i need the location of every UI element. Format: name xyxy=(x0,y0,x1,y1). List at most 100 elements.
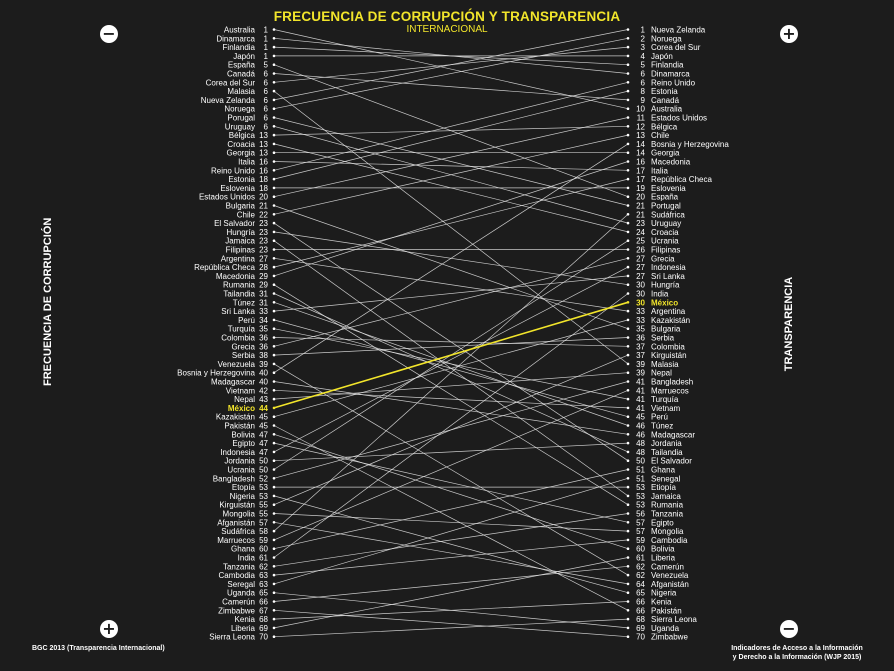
left-point xyxy=(272,468,276,471)
right-rank-label: 53 xyxy=(636,492,645,501)
connector-line-bolivia xyxy=(273,433,629,550)
left-point xyxy=(272,380,276,383)
left-country-label: Uganda xyxy=(227,589,256,598)
left-country-label: Australia xyxy=(224,26,256,35)
right-point xyxy=(626,160,630,163)
right-point xyxy=(626,186,630,190)
connector-line-zimbabwe xyxy=(273,609,629,638)
right-point xyxy=(626,617,630,621)
left-rank-label: 18 xyxy=(259,184,268,193)
left-point xyxy=(272,309,276,313)
right-rank-label: 25 xyxy=(636,237,645,246)
right-country-label: Senegal xyxy=(651,474,681,483)
left-rank-label: 68 xyxy=(259,615,268,624)
connector-line-chile xyxy=(273,134,629,215)
right-country-label: Indonesia xyxy=(651,263,686,272)
left-country-label: Turquía xyxy=(228,325,256,334)
connector-line-turquia xyxy=(273,328,629,400)
right-rank-label: 27 xyxy=(636,254,645,263)
chart-title: FRECUENCIA DE CORRUPCIÓN Y TRANSPARENCIA xyxy=(273,9,621,24)
left-country-label: Bolivia xyxy=(231,430,255,439)
left-country-label: Italia xyxy=(238,158,255,167)
right-rank-label: 8 xyxy=(641,87,646,96)
right-point xyxy=(626,565,630,568)
left-rank-label: 47 xyxy=(259,430,268,439)
plus-circle-icon: + xyxy=(780,25,798,43)
right-rank-label: 65 xyxy=(636,589,645,598)
right-country-label: Argentina xyxy=(651,307,686,316)
left-country-label: Chile xyxy=(237,210,256,219)
connector-lines xyxy=(273,29,629,638)
left-rank-label: 29 xyxy=(259,281,268,290)
connector-line-rumania xyxy=(273,284,629,505)
right-point xyxy=(626,63,630,66)
connector-line-marruecos xyxy=(273,389,629,541)
left-rank-label: 40 xyxy=(259,369,268,378)
right-country-label: Georgia xyxy=(651,149,680,158)
connector-line-egipto xyxy=(273,442,629,523)
left-rank-label: 53 xyxy=(259,483,268,492)
left-country-label: Indonesia xyxy=(220,448,255,457)
right-rank-label: 12 xyxy=(636,122,645,131)
left-country-label: Vietnam xyxy=(226,386,256,395)
right-rank-label: 48 xyxy=(636,448,645,457)
right-country-label: El Salvador xyxy=(651,457,692,466)
left-point xyxy=(272,221,276,225)
left-country-label: Zimbabwe xyxy=(218,606,255,615)
right-rank-label: 37 xyxy=(636,351,645,360)
right-axis-title: TRANSPARENCIA xyxy=(783,276,795,372)
right-point xyxy=(626,292,630,295)
right-point xyxy=(626,345,630,348)
right-rank-label: 17 xyxy=(636,175,645,184)
connector-line-seregal xyxy=(273,477,629,585)
left-point xyxy=(272,81,276,84)
right-country-label: Dinamarca xyxy=(651,70,690,79)
right-point xyxy=(626,257,630,260)
left-country-label: Hungría xyxy=(227,228,256,237)
left-country-label: Cambodia xyxy=(219,571,256,580)
right-point xyxy=(626,195,630,198)
right-country-label: Eslovenia xyxy=(651,184,686,193)
right-country-label: Nueva Zelanda xyxy=(651,26,706,35)
right-point xyxy=(626,635,630,638)
left-rank-label: 6 xyxy=(264,87,269,96)
connector-line-nueva-zelanda xyxy=(273,29,629,101)
right-point xyxy=(626,248,630,251)
left-point xyxy=(272,204,276,207)
left-country-label: Georgia xyxy=(227,149,256,158)
left-country-label: Finlandia xyxy=(223,43,256,52)
right-rank-label: 14 xyxy=(636,149,645,158)
right-country-label: Australia xyxy=(651,105,683,114)
left-rank-label: 1 xyxy=(264,43,269,52)
right-rank-label: 33 xyxy=(636,307,645,316)
right-point xyxy=(626,415,630,419)
left-rank-label: 52 xyxy=(259,474,268,483)
right-country-label: Marruecos xyxy=(651,386,689,395)
right-point xyxy=(626,327,630,331)
left-country-label: Filipinas xyxy=(226,246,255,255)
left-point xyxy=(272,635,276,638)
right-rank-label: 10 xyxy=(636,105,645,114)
right-rank-label: 69 xyxy=(636,624,645,633)
left-rank-label: 43 xyxy=(259,395,268,404)
right-rank-label: 60 xyxy=(636,545,645,554)
right-point xyxy=(626,230,630,234)
right-rank-label: 6 xyxy=(641,70,646,79)
right-point xyxy=(626,204,630,207)
connector-line-estados-unidos xyxy=(273,117,629,198)
left-point xyxy=(272,521,276,524)
connector-line-madagascar xyxy=(273,381,629,435)
left-country-label: Sierra Leona xyxy=(209,633,255,642)
left-country-label: Sudáfrica xyxy=(221,527,255,536)
right-country-label: Croacia xyxy=(651,228,679,237)
right-country-label: Japón xyxy=(651,52,673,61)
right-country-label: Liberia xyxy=(651,554,676,563)
left-point xyxy=(272,301,276,304)
right-rank-label: 27 xyxy=(636,272,645,281)
right-country-label: Colombia xyxy=(651,342,685,351)
right-rank-label: 21 xyxy=(636,202,645,211)
left-point xyxy=(272,494,276,498)
right-rank-label: 51 xyxy=(636,474,645,483)
connector-line-ghana xyxy=(273,469,629,550)
